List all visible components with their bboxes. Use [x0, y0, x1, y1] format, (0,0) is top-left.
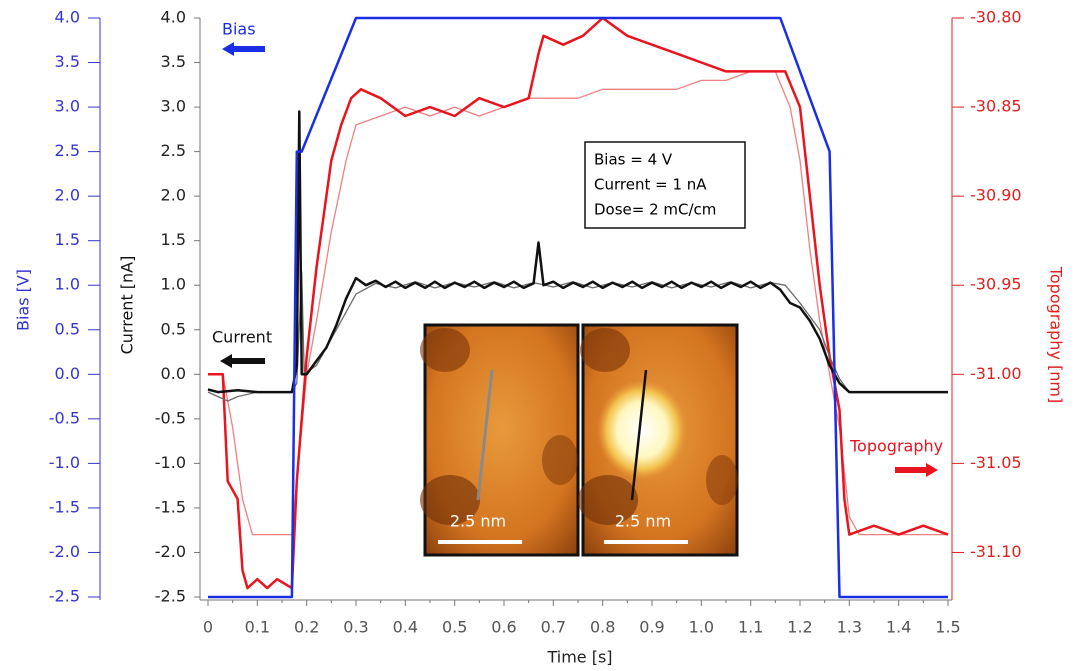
annotation: Bias = 4 V	[594, 151, 673, 169]
x-tick-label: 0.2	[294, 618, 319, 637]
y-tick-label: 2.5	[161, 141, 186, 160]
y3-tick-label: 2.5	[55, 141, 80, 160]
y-tick-label: 0.5	[161, 319, 186, 338]
y3-tick-label: -0.5	[49, 408, 80, 427]
x-tick-label: 0.4	[393, 618, 418, 637]
y2-tick-label: -30.80	[970, 8, 1022, 27]
annotation: Current = 1 nA	[594, 176, 707, 194]
y-tick-label: 0.0	[161, 364, 186, 383]
y-tick-label: -1.0	[155, 453, 186, 472]
y-tick-label: 3.0	[161, 97, 186, 116]
legend-arrow-head	[926, 463, 938, 477]
x-tick-label: 0.8	[590, 618, 615, 637]
chart: 0 0.1 0.2 0.3 0.4 0.5 0.6 0.7 0.8 0.9 1.0 1.1 1.2 1.3…	[0, 0, 1075, 671]
legend-arrow-head	[220, 354, 232, 368]
inset-2: 2.5 nm	[578, 325, 738, 555]
y-tick-label: -2.0	[155, 542, 186, 561]
x-tick-label: 1.3	[837, 618, 862, 637]
y-tick-label: 4.0	[161, 8, 186, 27]
x-tick-label: 0.1	[245, 618, 270, 637]
x-tick-label: 1.2	[787, 618, 812, 637]
scale-bar-label: 2.5 nm	[450, 512, 506, 531]
legend-label: Bias	[222, 20, 256, 39]
y-axis-title: Current [nA]	[118, 256, 137, 355]
y3-tick-label: 2.0	[55, 186, 80, 205]
x-tick-label: 1.4	[886, 618, 911, 637]
y-tick-label: 3.5	[161, 52, 186, 71]
x-tick-label: 1.0	[689, 618, 714, 637]
y3-tick-label: 1.5	[55, 230, 80, 249]
y3-tick-label: 0.5	[55, 319, 80, 338]
y-tick-label: -1.5	[155, 497, 186, 516]
y3-tick-label: 1.0	[55, 275, 80, 294]
y2-tick-label: -31.00	[970, 364, 1022, 383]
inset-1: 2.5 nm	[420, 325, 578, 555]
y3-tick-label: -1.5	[49, 497, 80, 516]
x-tick-label: 1.5	[935, 618, 960, 637]
bright-feature	[597, 380, 687, 480]
y-tick-label: 1.0	[161, 275, 186, 294]
x-tick-label: 0.6	[491, 618, 516, 637]
y-tick-label: -0.5	[155, 408, 186, 427]
y2-axis-title: Topography [nm]	[1047, 266, 1066, 403]
y2-tick-label: -31.05	[970, 453, 1022, 472]
scale-bar-label: 2.5 nm	[615, 512, 671, 531]
x-tick-label: 0.7	[541, 618, 566, 637]
y-tick-label: 1.5	[161, 230, 186, 249]
y3-tick-label: 3.0	[55, 97, 80, 116]
image-feature	[706, 455, 738, 505]
y3-tick-label: 4.0	[55, 8, 80, 27]
y2-tick-label: -31.10	[970, 542, 1022, 561]
image-feature	[580, 328, 630, 372]
y2-tick-label: -30.90	[970, 186, 1022, 205]
y3-axis-title: Bias [V]	[14, 269, 33, 331]
y-tick-label: 2.0	[161, 186, 186, 205]
y-tick-label: -2.5	[155, 587, 186, 606]
legend-label: Current	[212, 328, 272, 347]
y3-tick-label: -2.5	[49, 587, 80, 606]
x-tick-label: 0.5	[442, 618, 467, 637]
legend-arrow-head	[222, 42, 234, 56]
x-tick-label: 0	[203, 618, 213, 637]
annotation: Dose= 2 mC/cm	[594, 201, 716, 219]
x-axis-title: Time [s]	[546, 648, 612, 667]
y3-tick-label: -1.0	[49, 453, 80, 472]
y2-tick-label: -30.85	[970, 97, 1022, 116]
y3-tick-label: 0.0	[55, 364, 80, 383]
legend-label: Topography	[849, 437, 943, 456]
x-tick-label: 0.3	[343, 618, 368, 637]
image-feature	[420, 328, 470, 372]
x-tick-label: 1.1	[738, 618, 763, 637]
image-feature	[542, 435, 578, 485]
y3-tick-label: 3.5	[55, 52, 80, 71]
y3-tick-label: -2.0	[49, 542, 80, 561]
parameter-box: Bias = 4 V Current = 1 nA Dose= 2 mC/cm	[585, 142, 745, 228]
y2-tick-label: -30.95	[970, 275, 1022, 294]
x-tick-label: 0.9	[639, 618, 664, 637]
